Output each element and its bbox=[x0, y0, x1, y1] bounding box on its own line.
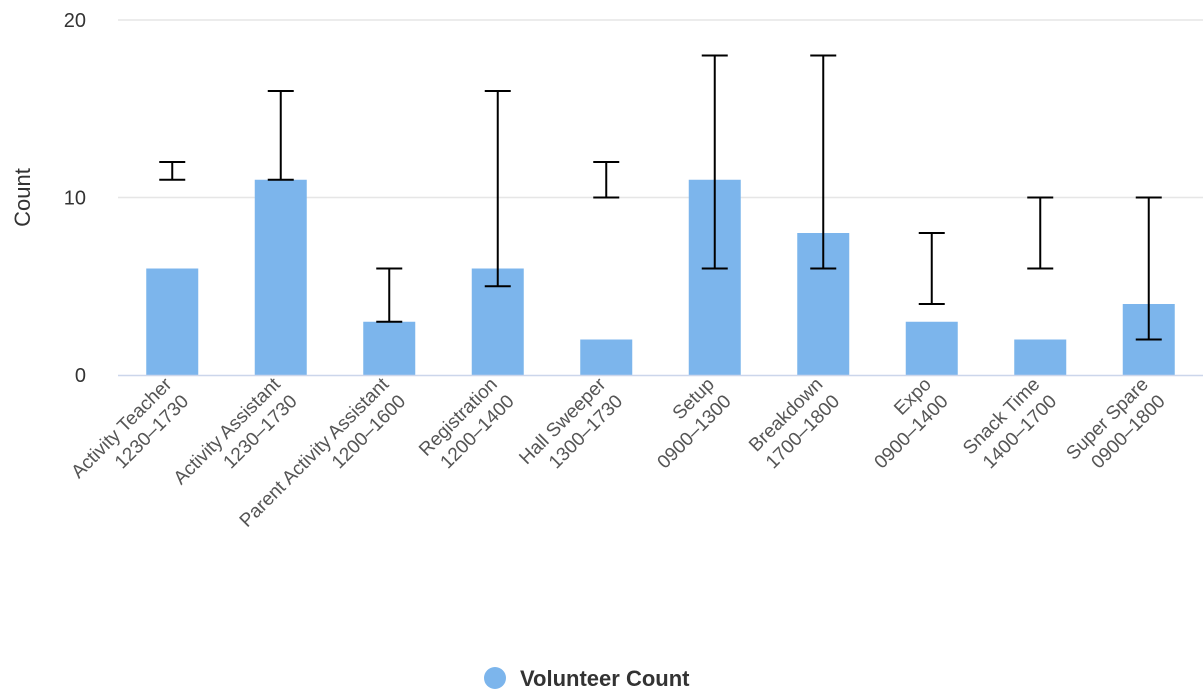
error-bar bbox=[593, 162, 619, 198]
bar[interactable] bbox=[255, 180, 307, 375]
legend-label: Volunteer Count bbox=[520, 666, 690, 691]
bars bbox=[146, 180, 1175, 375]
error-bar bbox=[268, 91, 294, 180]
y-tick-label: 10 bbox=[64, 188, 86, 210]
x-tick-label: Hall Sweeper1300–1730 bbox=[515, 374, 627, 486]
x-tick-label: Expo0900–1400 bbox=[854, 374, 953, 473]
bar[interactable] bbox=[906, 322, 958, 375]
x-tick-label: Super Spare0900–1800 bbox=[1062, 374, 1169, 481]
x-tick-label: Breakdown1700–1800 bbox=[745, 374, 844, 473]
legend-marker bbox=[484, 667, 506, 689]
legend[interactable]: Volunteer Count bbox=[484, 666, 690, 691]
y-axis-ticks: 0 10 20 bbox=[64, 10, 86, 387]
error-bar bbox=[919, 233, 945, 304]
error-bar bbox=[159, 162, 185, 180]
error-bar bbox=[485, 91, 511, 286]
bar[interactable] bbox=[146, 269, 198, 376]
y-tick-label: 20 bbox=[64, 10, 86, 32]
bar[interactable] bbox=[1014, 340, 1066, 376]
x-tick-label: Setup0900–1300 bbox=[637, 374, 736, 473]
x-tick-label: Registration1200–1400 bbox=[415, 374, 519, 478]
error-bar bbox=[376, 269, 402, 322]
x-tick-label: Snack Time1400–1700 bbox=[959, 374, 1061, 476]
error-bar bbox=[1027, 198, 1053, 269]
bar[interactable] bbox=[363, 322, 415, 375]
y-tick-label: 0 bbox=[75, 365, 86, 387]
y-axis-title: Count bbox=[10, 168, 35, 227]
x-tick-label: Activity Teacher1230–1730 bbox=[68, 374, 194, 500]
bar[interactable] bbox=[580, 340, 632, 376]
